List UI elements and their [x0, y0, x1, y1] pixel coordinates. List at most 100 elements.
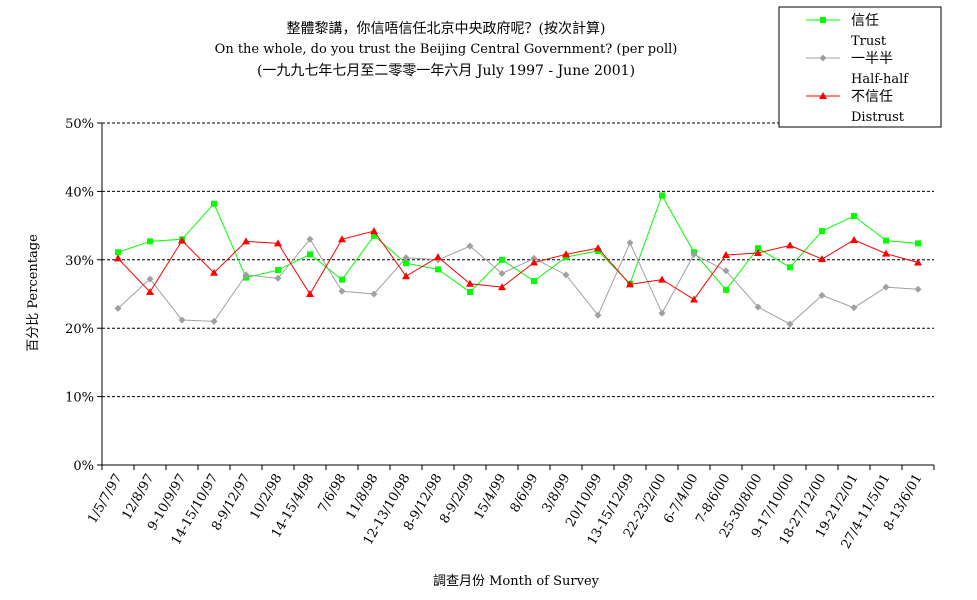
data-point-triangle: [466, 279, 474, 287]
chart-titles: 整體黎講，你信唔信任北京中央政府呢？(按次計算) On the whole, d…: [215, 21, 678, 79]
data-point-diamond: [594, 311, 602, 319]
data-point-diamond: [819, 54, 827, 62]
data-point-square: [659, 192, 665, 199]
legend-label: 信任: [851, 13, 879, 29]
data-point-square: [819, 228, 825, 235]
data-point-triangle: [594, 244, 602, 252]
data-point-triangle: [818, 255, 826, 263]
data-point-square: [307, 251, 313, 258]
data-point-diamond: [402, 254, 410, 262]
data-point-diamond: [114, 304, 122, 312]
data-point-square: [115, 249, 121, 256]
chart-subtitle-period: (一九九七年七月至二零零一年六月 July 1997 - June 2001): [257, 63, 635, 79]
data-point-diamond: [210, 317, 218, 325]
data-point-triangle: [402, 272, 410, 280]
data-point-diamond: [146, 275, 154, 283]
data-point-triangle: [210, 268, 218, 276]
series-line: [117, 238, 919, 325]
data-point-triangle: [850, 235, 858, 243]
chart-title: 整體黎講，你信唔信任北京中央政府呢？(按次計算): [287, 21, 606, 37]
data-point-triangle: [146, 287, 154, 295]
y-tick-label: 20%: [65, 322, 94, 337]
axes: [101, 123, 935, 470]
data-point-square: [211, 200, 217, 207]
data-point-triangle: [338, 235, 346, 243]
data-point-square: [883, 237, 889, 244]
data-point-diamond: [242, 271, 250, 279]
data-point-diamond: [370, 290, 378, 298]
x-tick-label: 7/6/98: [316, 472, 350, 516]
data-point-triangle: [274, 239, 282, 247]
x-tick-label: 3/8/99: [540, 472, 574, 516]
data-point-diamond: [882, 283, 890, 291]
legend-label: 一半半: [851, 51, 893, 67]
series-line: [117, 230, 919, 301]
series-trust: [115, 192, 921, 295]
chart-subtitle: On the whole, do you trust the Beijing C…: [215, 42, 678, 57]
data-point-square: [147, 238, 153, 245]
data-point-square: [435, 266, 441, 273]
y-tick-label: 30%: [65, 254, 94, 269]
y-tick-label: 10%: [65, 391, 94, 406]
data-point-square: [339, 276, 345, 283]
data-point-diamond: [658, 309, 666, 317]
data-point-diamond: [466, 242, 474, 250]
data-point-diamond: [914, 285, 922, 293]
y-tick-label: 40%: [65, 185, 94, 200]
series-distrust: [114, 227, 922, 303]
data-point-square: [371, 232, 377, 239]
series-half-half: [114, 235, 922, 328]
legend-item-distrust: 不信任 Distrust: [806, 89, 905, 125]
data-point-triangle: [626, 280, 634, 288]
data-point-triangle: [434, 253, 442, 261]
legend-item-trust: 信任 Trust: [806, 13, 887, 49]
data-point-diamond: [690, 250, 698, 258]
data-point-diamond: [722, 267, 730, 275]
y-axis-tick-labels: 0% 10% 20% 30% 40% 50%: [65, 117, 94, 474]
legend-box: [778, 6, 942, 128]
data-point-diamond: [562, 271, 570, 279]
data-point-diamond: [178, 316, 186, 324]
data-point-diamond: [306, 235, 314, 243]
data-point-square: [467, 288, 473, 295]
y-axis-label: 百分比 Percentage: [26, 234, 41, 352]
series-line: [117, 194, 919, 293]
y-tick-label: 50%: [65, 117, 94, 132]
data-point-diamond: [274, 274, 282, 282]
data-point-square: [755, 245, 761, 252]
data-point-triangle: [690, 295, 698, 303]
data-point-triangle: [786, 241, 794, 249]
data-point-square: [787, 264, 793, 271]
legend-label: 不信任: [851, 89, 893, 105]
legend-label-en: Half-half: [851, 72, 909, 87]
x-tick-label: 8/6/99: [508, 472, 542, 516]
data-point-square: [403, 260, 409, 267]
data-point-diamond: [338, 287, 346, 295]
data-point-triangle: [882, 249, 890, 257]
data-point-square: [820, 17, 826, 23]
data-point-triangle: [819, 92, 827, 99]
series-lines: [114, 192, 922, 328]
data-point-diamond: [818, 291, 826, 299]
data-point-triangle: [178, 236, 186, 244]
data-point-triangle: [658, 275, 666, 283]
legend-label-en: Distrust: [851, 110, 905, 125]
data-point-diamond: [786, 320, 794, 328]
data-point-triangle: [370, 227, 378, 235]
data-point-triangle: [114, 254, 122, 262]
legend-item-half-half: 一半半 Half-half: [806, 51, 909, 87]
data-point-triangle: [242, 237, 250, 245]
data-point-square: [499, 256, 505, 263]
data-point-triangle: [914, 258, 922, 266]
data-point-square: [851, 213, 857, 220]
data-point-triangle: [498, 283, 506, 291]
data-point-square: [275, 267, 281, 274]
x-axis-tick-labels: 1/5/7/9712/8/979-10/9/9714-15/10/978-9/1…: [85, 472, 925, 552]
gridlines: [97, 122, 934, 466]
legend: 信任 Trust 一半半 Half-half 不信任 Distrust: [778, 6, 942, 128]
data-point-triangle: [306, 290, 314, 297]
data-point-triangle: [722, 251, 730, 259]
x-axis-label: 調查月份 Month of Survey: [433, 574, 600, 589]
data-point-square: [531, 278, 537, 285]
